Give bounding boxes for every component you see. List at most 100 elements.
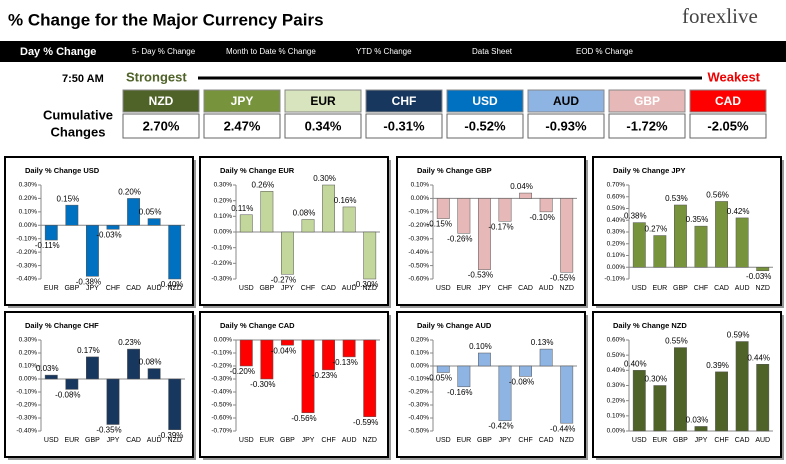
x-tick-label: NZD	[168, 285, 182, 292]
currency-cell	[608, 89, 686, 113]
x-tick-label: AUD	[539, 285, 554, 292]
data-label: 0.55%	[665, 337, 688, 346]
data-label: 0.26%	[252, 180, 275, 189]
tab[interactable]: YTD % Change	[356, 47, 412, 56]
currency-change: -0.52%	[464, 118, 506, 133]
bar	[653, 385, 667, 432]
y-tick-label: 0.10%	[411, 182, 430, 189]
currency-change: -0.93%	[545, 118, 587, 133]
x-tick-label: GBP	[85, 437, 100, 444]
data-label: -0.04%	[271, 346, 296, 355]
bar	[478, 198, 491, 270]
chart-title: Daily % Change NZD	[613, 321, 687, 330]
data-label: 0.40%	[624, 359, 647, 368]
bar	[281, 231, 294, 275]
bar	[127, 348, 140, 380]
data-label: -0.23%	[312, 371, 337, 380]
bar	[342, 206, 356, 233]
y-tick-label: -0.40%	[16, 276, 37, 283]
tab[interactable]: Data Sheet	[472, 47, 513, 56]
bar	[363, 339, 377, 417]
y-tick-label: 0.20%	[19, 350, 38, 357]
chart-title: Daily % Change AUD	[417, 321, 492, 330]
y-tick-label: -0.10%	[408, 209, 429, 216]
bar	[653, 235, 667, 268]
bar	[632, 370, 646, 432]
bar	[519, 365, 532, 377]
chart-panel	[4, 311, 194, 458]
bar	[363, 231, 377, 280]
tab[interactable]: 5- Day % Change	[132, 47, 196, 56]
x-tick-label: CAD	[735, 437, 750, 444]
tab[interactable]: Day % Change	[20, 46, 96, 58]
data-label: 0.39%	[706, 361, 729, 370]
data-label: -0.59%	[353, 418, 378, 427]
data-label: -0.38%	[76, 277, 101, 286]
x-tick-label: USD	[436, 437, 451, 444]
data-label: -0.40%	[158, 280, 183, 289]
x-tick-label: AUD	[342, 437, 357, 444]
y-tick-label: 0.20%	[411, 337, 430, 344]
bar	[322, 184, 335, 233]
data-label: -0.44%	[550, 424, 575, 433]
data-label: 0.27%	[645, 225, 668, 234]
data-label: -0.03%	[746, 272, 771, 281]
chart-title: Daily % Change JPY	[613, 166, 686, 175]
bar	[674, 204, 687, 268]
bar	[715, 201, 728, 268]
data-label: 0.17%	[77, 346, 100, 355]
currency-change: 2.70%	[143, 118, 180, 133]
change-cell	[689, 113, 767, 139]
data-label: 0.53%	[665, 194, 688, 203]
chart-title: Daily % Change CAD	[220, 321, 295, 330]
data-label: 0.56%	[706, 191, 729, 200]
x-tick-label: CAD	[321, 285, 336, 292]
currency-change: -2.05%	[707, 118, 749, 133]
x-tick-label: JPY	[86, 285, 99, 292]
bar	[539, 198, 553, 213]
x-tick-label: GBP	[673, 437, 688, 444]
bar	[342, 339, 356, 358]
bar	[44, 225, 58, 241]
y-tick-label: -0.40%	[408, 415, 429, 422]
y-tick-label: -0.40%	[16, 428, 37, 435]
y-tick-label: -0.60%	[408, 276, 429, 283]
bar	[260, 191, 274, 233]
y-tick-label: -0.10%	[604, 276, 625, 283]
y-tick-label: 0.20%	[214, 197, 233, 204]
data-label: -0.42%	[488, 422, 513, 431]
currency-name: CHF	[392, 94, 417, 108]
y-tick-label: 0.10%	[19, 209, 38, 216]
currency-name: USD	[472, 94, 498, 108]
data-label: 0.04%	[510, 182, 533, 191]
bar	[106, 378, 120, 425]
x-tick-label: NZD	[560, 437, 574, 444]
change-cell	[365, 113, 443, 139]
tab[interactable]: EOD % Change	[576, 47, 633, 56]
y-tick-label: -0.30%	[211, 276, 232, 283]
x-tick-label: GBP	[673, 285, 688, 292]
y-tick-label: 0.10%	[214, 213, 233, 220]
bar	[457, 198, 471, 234]
x-tick-label: AUD	[147, 437, 162, 444]
data-label: -0.11%	[35, 241, 60, 250]
bar	[260, 339, 274, 380]
y-tick-label: 0.30%	[19, 182, 38, 189]
data-label: 0.30%	[645, 375, 668, 384]
currency-cell	[365, 89, 443, 113]
bar	[694, 426, 708, 432]
y-tick-label: 0.40%	[607, 367, 626, 374]
bar	[65, 204, 79, 226]
data-label: 0.20%	[118, 188, 141, 197]
tab[interactable]: Month to Date % Change	[226, 47, 316, 56]
x-tick-label: NZD	[756, 285, 770, 292]
change-cell	[608, 113, 686, 139]
bar	[436, 198, 450, 219]
bar	[694, 225, 708, 268]
currency-change: -0.31%	[383, 118, 425, 133]
currency-cell	[122, 89, 200, 113]
bar	[281, 339, 294, 346]
currency-change: 2.47%	[224, 118, 261, 133]
x-tick-label: JPY	[281, 285, 294, 292]
data-label: -0.13%	[332, 358, 357, 367]
